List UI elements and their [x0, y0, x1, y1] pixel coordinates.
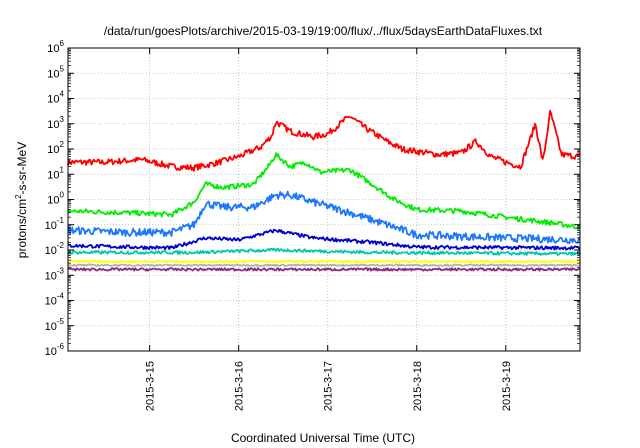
x-tick-label: 2015-3-15 — [145, 361, 157, 411]
y-tick-label-exp: 3 — [60, 115, 65, 124]
y-axis-label: protons/cm2-s-sr-MeV — [14, 142, 29, 258]
y-tick-label-base: 10 — [47, 94, 59, 106]
y-axis-label-rest: -s-sr-MeV — [15, 142, 29, 195]
y-axis-label-sup: 2 — [14, 194, 23, 199]
y-tick-label-base: 10 — [45, 220, 57, 232]
y-tick-label-exp: 0 — [60, 191, 65, 200]
y-tick-label: 10-6 — [45, 342, 65, 358]
y-tick-label: 104 — [47, 90, 64, 106]
x-tick-label: 2015-3-18 — [412, 361, 424, 411]
plot-series — [67, 109, 581, 272]
y-tick-label: 102 — [47, 140, 64, 156]
y-tick-label-exp: 1 — [60, 165, 65, 174]
y-tick-label-exp: 2 — [60, 140, 65, 149]
y-tick-label-base: 10 — [47, 68, 59, 80]
series-line-3 — [67, 228, 580, 251]
y-tick-label-exp: -3 — [57, 266, 65, 275]
series-line-4 — [67, 247, 581, 257]
y-tick-label-base: 10 — [47, 169, 59, 181]
y-tick-label-exp: -1 — [57, 216, 65, 225]
y-tick-label: 10-4 — [45, 292, 65, 308]
y-tick-label-base: 10 — [47, 43, 59, 55]
axis-ticks: 10-610-510-410-310-210-11001011021031041… — [45, 39, 580, 411]
x-axis-label: Coordinated Universal Time (UTC) — [231, 431, 415, 445]
y-tick-label: 10-2 — [45, 241, 65, 257]
y-tick-label-exp: -6 — [57, 342, 65, 351]
y-tick-label-base: 10 — [45, 245, 57, 257]
x-tick-label: 2015-3-19 — [501, 361, 513, 411]
y-tick-label-exp: 4 — [60, 90, 65, 99]
y-tick-label-base: 10 — [45, 270, 57, 282]
y-tick-label-base: 10 — [47, 119, 59, 131]
y-tick-label-exp: -2 — [57, 241, 65, 250]
series-line-0 — [67, 109, 581, 172]
y-tick-label: 10-5 — [45, 317, 65, 333]
y-tick-label: 103 — [47, 115, 64, 131]
y-tick-label-base: 10 — [45, 296, 57, 308]
grid-lines — [68, 48, 580, 351]
chart-title: /data/run/goesPlots/archive/2015-03-19/1… — [104, 24, 543, 38]
y-tick-label-exp: -5 — [57, 317, 65, 326]
y-tick-label-base: 10 — [47, 144, 59, 156]
series-line-6 — [67, 263, 581, 267]
series-line-5 — [67, 259, 581, 264]
y-tick-label: 106 — [47, 39, 64, 55]
y-tick-label-exp: 6 — [60, 39, 65, 48]
y-tick-label-base: 10 — [47, 195, 59, 207]
x-tick-label: 2015-3-16 — [234, 361, 246, 411]
y-axis-label-main: protons/cm — [15, 199, 29, 258]
y-tick-label-base: 10 — [45, 321, 57, 333]
y-tick-label: 10-1 — [45, 216, 65, 232]
series-line-2 — [67, 190, 581, 245]
y-tick-label: 105 — [47, 64, 64, 80]
y-tick-label-exp: -4 — [57, 292, 65, 301]
y-tick-label-base: 10 — [45, 346, 57, 358]
series-line-1 — [67, 152, 581, 231]
y-tick-label: 100 — [47, 191, 64, 207]
y-tick-label: 10-3 — [45, 266, 65, 282]
series-line-7 — [67, 267, 581, 272]
y-tick-label-exp: 5 — [60, 64, 65, 73]
x-tick-label: 2015-3-17 — [323, 361, 335, 411]
y-tick-label: 101 — [47, 165, 64, 181]
